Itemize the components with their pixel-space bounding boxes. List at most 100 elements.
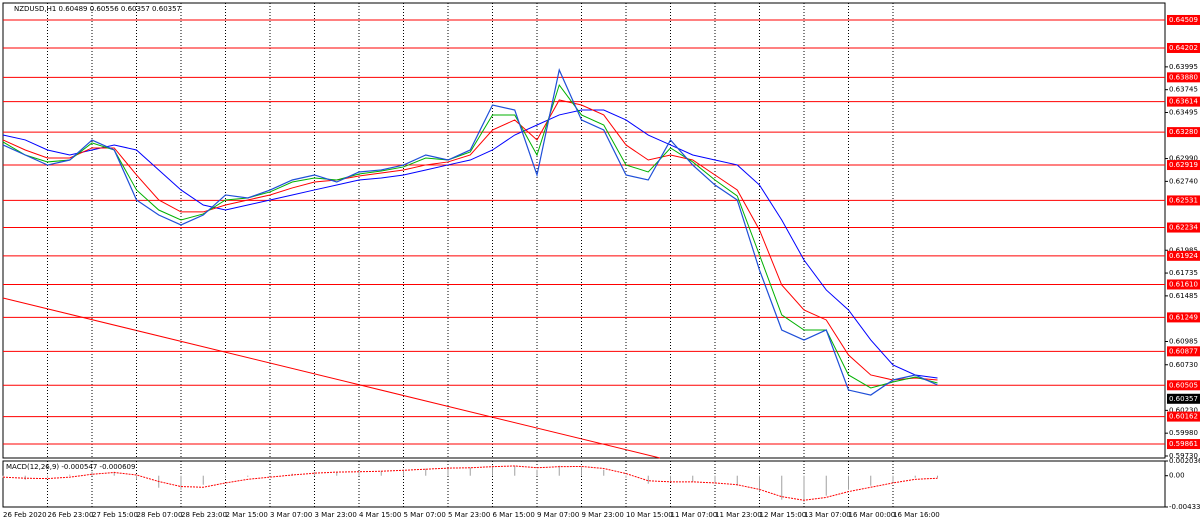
macd-bar [247, 475, 249, 477]
macd-bar [581, 466, 582, 476]
level-tag [1167, 279, 1200, 290]
y-tick-label: 0.60730 [1169, 361, 1198, 369]
x-tick-label: 2 Mar 15:00 [226, 511, 268, 519]
level-label: 0.60505 [1169, 381, 1198, 389]
macd-bar [358, 471, 360, 476]
x-tick-label: 28 Feb 07:00 [137, 511, 183, 519]
macd-bar [714, 475, 716, 484]
level-label: 0.63280 [1169, 128, 1198, 136]
macd-bar [469, 467, 471, 476]
level-label: 0.62234 [1169, 224, 1198, 232]
macd-bar [892, 475, 894, 482]
macd-bar [825, 475, 827, 496]
macd-bar [647, 475, 649, 484]
x-tick-label: 26 Feb 2020 [3, 511, 47, 519]
price-panel [2, 2, 1166, 459]
macd-bar [380, 470, 382, 476]
level-tag [1167, 411, 1200, 422]
level-tag [1167, 96, 1200, 107]
level-label: 0.61924 [1169, 252, 1198, 260]
last-price-tag [1167, 393, 1200, 404]
moving-average [2, 109, 938, 379]
signal-line [2, 465, 938, 501]
x-tick-label: 26 Feb 23:00 [48, 511, 94, 519]
macd-bar [69, 474, 71, 476]
level-label: 0.60877 [1169, 347, 1198, 355]
macd-bar [937, 475, 938, 478]
macd-bar [425, 468, 427, 476]
level-label: 0.64202 [1169, 44, 1198, 52]
level-tag [1167, 346, 1200, 357]
x-tick-label: 11 Mar 07:00 [671, 511, 718, 519]
level-label: 0.62919 [1169, 161, 1198, 169]
x-tick-label: 9 Mar 07:00 [537, 511, 579, 519]
level-tag [1167, 380, 1200, 391]
x-tick-label: 3 Mar 23:00 [315, 511, 357, 519]
x-tick-label: 6 Mar 15:00 [493, 511, 535, 519]
x-tick-label: 4 Mar 15:00 [359, 511, 401, 519]
level-label: 0.63614 [1169, 98, 1198, 106]
y-tick-label: 0.61735 [1169, 269, 1198, 277]
macd-bar [225, 475, 226, 478]
x-tick-label: 11 Mar 23:00 [715, 511, 762, 519]
macd-bar [314, 471, 315, 476]
level-label: 0.63880 [1169, 73, 1198, 81]
macd-bar [447, 467, 449, 476]
moving-average [2, 83, 938, 389]
macd-bar [269, 475, 271, 477]
level-tag [1167, 195, 1200, 206]
macd-bar [803, 475, 805, 502]
macd-bar [91, 471, 93, 476]
level-label: 0.61249 [1169, 313, 1198, 321]
y-tick-label: -0.004332 [1169, 503, 1200, 511]
y-tick-label: 0.61485 [1169, 292, 1198, 300]
macd-bar [24, 475, 26, 480]
x-tick-label: 3 Mar 07:00 [270, 511, 312, 519]
price-line [2, 68, 938, 396]
trend-line [2, 297, 661, 459]
x-tick-label: 12 Mar 15:00 [760, 511, 807, 519]
macd-bar [603, 469, 605, 476]
x-tick-label: 13 Mar 07:00 [804, 511, 851, 519]
last-price-label: 0.60357 [1169, 395, 1198, 403]
macd-bar [492, 465, 493, 476]
x-tick-label: 9 Mar 23:00 [582, 511, 624, 519]
macd-panel [2, 460, 1166, 508]
x-tick-label: 27 Feb 15:00 [92, 511, 138, 519]
x-tick-label: 10 Mar 15:00 [626, 511, 673, 519]
macd-bar [736, 475, 738, 486]
y-tick-label: 0.62990 [1169, 155, 1198, 163]
y-tick-label: 0.59730 [1169, 452, 1198, 460]
macd-bar [403, 469, 404, 476]
x-tick-label: 16 Mar 16:00 [893, 511, 940, 519]
macd-bar [180, 475, 182, 490]
y-tick-label: 0.63745 [1169, 86, 1198, 94]
macd-bar [202, 475, 204, 485]
y-tick-label: 0.002036 [1169, 457, 1200, 465]
level-label: 0.62531 [1169, 196, 1198, 204]
macd-bar [759, 475, 760, 492]
y-tick-label: 0.62740 [1169, 177, 1198, 185]
y-tick-label: 0.63995 [1169, 63, 1198, 71]
level-label: 0.64509 [1169, 16, 1198, 24]
level-tag [1167, 127, 1200, 138]
level-tag [1167, 72, 1200, 83]
level-label: 0.61610 [1169, 280, 1198, 288]
level-tag [1167, 222, 1200, 233]
macd-bar [113, 471, 115, 476]
macd-bar [136, 475, 137, 480]
symbol-title: NZDUSD,H1 0.60489 0.60556 0.60357 0.6035… [14, 5, 181, 13]
macd-bar [670, 475, 671, 482]
macd-bar [47, 475, 48, 478]
macd-bar [514, 465, 516, 476]
macd-bar [625, 475, 627, 478]
x-tick-label: 28 Feb 23:00 [181, 511, 227, 519]
macd-bar [336, 471, 338, 476]
level-tag [1167, 160, 1200, 171]
level-tag [1167, 439, 1200, 450]
level-tag [1167, 42, 1200, 53]
y-tick-label: 0.59980 [1169, 429, 1198, 437]
level-tag [1167, 312, 1200, 323]
